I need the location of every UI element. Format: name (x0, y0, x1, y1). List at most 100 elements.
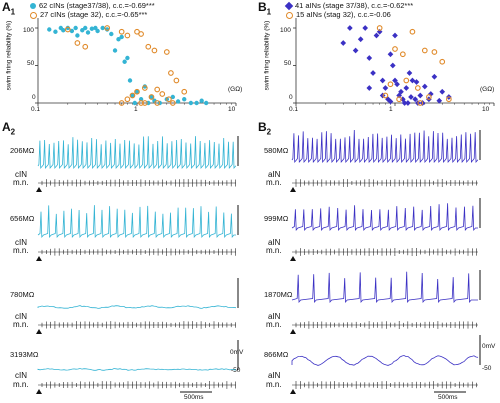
data-point (431, 49, 438, 55)
stimulus-arrow-icon (36, 389, 42, 394)
data-point (125, 55, 130, 61)
ring-marker-icon (30, 11, 37, 19)
data-point (412, 96, 419, 103)
data-point (379, 77, 386, 84)
data-point (47, 27, 52, 32)
legend-text: 62 cINs (stage37/38), c.c.=-0.69*** (39, 1, 155, 10)
data-point (398, 88, 404, 95)
stimulus-arrow-icon (36, 187, 42, 192)
data-point (399, 51, 406, 58)
scalebar-voltage-bottom: -50 (231, 367, 241, 374)
data-point (370, 70, 376, 76)
data-point (74, 40, 81, 46)
data-point (403, 85, 410, 91)
x-tick-label: 0.1 (31, 106, 41, 113)
unit-label-a1: (GΩ) (228, 86, 243, 93)
data-point (53, 29, 58, 34)
data-point (376, 25, 383, 31)
data-point (127, 78, 133, 83)
y-tick-label: 0 (32, 94, 36, 101)
data-point (175, 99, 181, 104)
data-point (100, 25, 105, 31)
data-point (414, 85, 421, 91)
motor-label: m.n. (13, 246, 29, 255)
data-point (75, 33, 80, 38)
legend-entry: 41 aINs (stage 37/38), c.c.=-0.62*** (284, 1, 414, 11)
data-point (406, 70, 413, 76)
data-point (118, 28, 125, 35)
cin-trace (37, 136, 237, 170)
ain-trace (291, 129, 479, 164)
x-tick-label: 10 (482, 106, 490, 113)
data-point (181, 88, 188, 95)
legend-text: 27 cINs (stage 32), c.c.=-0.65*** (40, 10, 148, 19)
data-point (392, 77, 398, 84)
data-point (382, 92, 389, 99)
resistance-label: 866MΩ (264, 350, 289, 359)
cin-trace (37, 368, 236, 371)
stimulus-arrow-icon (36, 329, 42, 334)
data-point (168, 70, 174, 76)
data-point (145, 43, 152, 50)
data-point (188, 100, 194, 106)
resistance-label: 656MΩ (10, 214, 35, 223)
data-point (118, 100, 125, 106)
data-point (405, 100, 411, 106)
data-point (154, 86, 161, 93)
data-point (170, 94, 176, 100)
stimulus-arrow-icon (290, 389, 296, 394)
data-point (417, 100, 424, 106)
data-point (347, 25, 353, 31)
data-point (119, 34, 124, 40)
data-point (138, 100, 144, 106)
scalebar-time: 500ms (438, 394, 458, 401)
data-point (373, 32, 380, 39)
data-point (166, 96, 172, 103)
data-point (387, 81, 394, 88)
data-point (159, 91, 166, 97)
scalebar-voltage-top: 0mV (230, 349, 244, 356)
motor-label: m.n. (13, 380, 29, 389)
ain-trace (291, 271, 478, 304)
resistance-label: 780MΩ (10, 290, 35, 299)
panel-label-a1: A1 (2, 0, 16, 17)
legend-text: 41 aINs (stage 37/38), c.c.=-0.62*** (295, 1, 414, 10)
resistance-label: 1870MΩ (264, 290, 293, 299)
data-point (417, 92, 424, 99)
data-point (426, 94, 432, 100)
cell-label: cIN (15, 238, 27, 247)
cell-label: aIN (268, 238, 281, 247)
data-point (396, 96, 402, 103)
legend-a1: 62 cINs (stage37/38), c.c.=-0.69*** 27 c… (30, 1, 155, 19)
resistance-label: 580MΩ (264, 146, 289, 155)
data-point (151, 47, 158, 54)
data-point (387, 51, 394, 58)
motor-label: m.n. (13, 178, 29, 187)
data-point (203, 100, 209, 106)
data-point (431, 73, 438, 80)
data-point (82, 43, 89, 50)
legend-entry: 15 aINs (stag 32), c.c.=-0.06 (286, 10, 413, 19)
cell-label: aIN (268, 170, 281, 179)
data-point (194, 100, 199, 106)
data-point (154, 100, 161, 106)
data-point (134, 28, 140, 35)
data-point (141, 100, 148, 106)
data-point (357, 36, 364, 43)
resistance-label: 999MΩ (264, 214, 289, 223)
data-point (340, 40, 347, 46)
data-point (392, 32, 398, 39)
scalebar-voltage-bottom: -50 (482, 365, 492, 372)
data-point (134, 88, 140, 95)
ain-trace (291, 355, 479, 366)
data-point (129, 92, 136, 99)
x-tick-label: 1 (389, 106, 393, 113)
panel-label-b1: B1 (258, 0, 272, 17)
cell-label: cIN (15, 312, 27, 321)
data-point (409, 28, 416, 35)
data-point (421, 47, 428, 54)
resistance-label: 3193MΩ (10, 350, 39, 359)
cell-label: cIN (15, 170, 27, 179)
data-point (73, 25, 78, 31)
